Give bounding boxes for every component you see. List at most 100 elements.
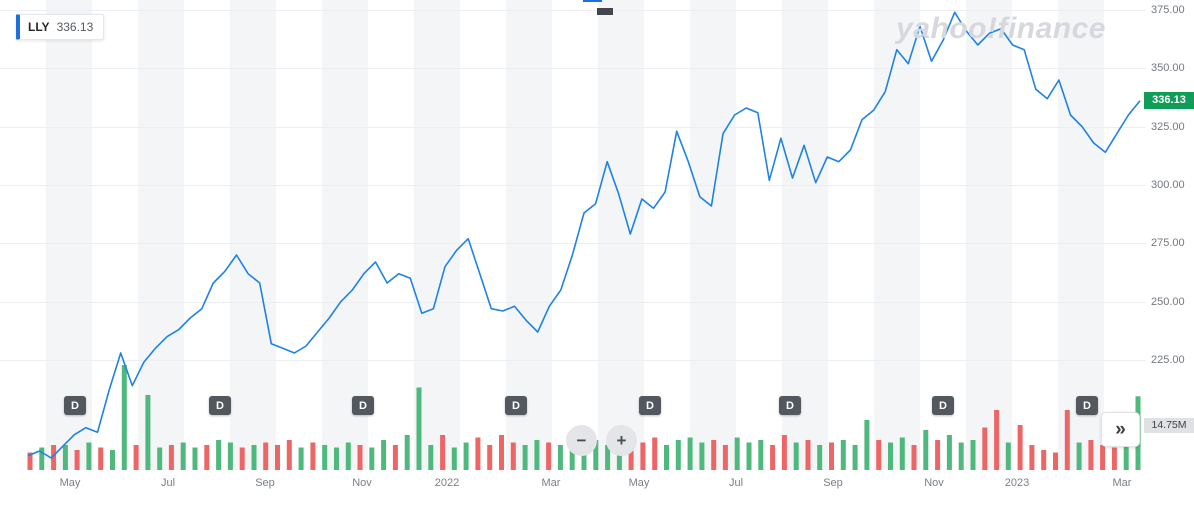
volume-bar[interactable] (381, 440, 387, 470)
volume-bar[interactable] (369, 447, 375, 471)
volume-bar[interactable] (451, 447, 457, 471)
expand-chart-button[interactable]: » (1101, 412, 1140, 447)
volume-bar[interactable] (1017, 425, 1023, 470)
volume-bar[interactable] (664, 445, 669, 470)
volume-bar[interactable] (157, 447, 163, 471)
chart-plot-area[interactable]: D D D D D D D D May Jul Sep Nov 2022 Mar May Jul Sep Nov… (0, 0, 1146, 489)
volume-bar[interactable] (1041, 450, 1047, 470)
dividend-marker[interactable]: D (779, 396, 801, 415)
volume-bar[interactable] (805, 440, 811, 470)
volume-bar[interactable] (1076, 442, 1082, 471)
volume-bar[interactable] (864, 420, 870, 470)
volume-bar[interactable] (699, 442, 705, 471)
volume-bar[interactable] (440, 435, 446, 470)
volume-bar[interactable] (569, 437, 575, 471)
volume-bar[interactable] (416, 387, 422, 471)
volume-bar[interactable] (1088, 440, 1094, 470)
volume-bar[interactable] (546, 442, 552, 471)
volume-bar[interactable] (392, 445, 398, 470)
volume-bar[interactable] (935, 440, 941, 470)
price-volume-chart[interactable] (0, 0, 1146, 470)
volume-bar[interactable] (817, 445, 823, 470)
volume-bar[interactable] (770, 445, 776, 470)
volume-bar[interactable] (852, 445, 858, 470)
volume-bar[interactable] (946, 435, 952, 470)
volume-bar[interactable] (1123, 442, 1129, 471)
volume-bar[interactable] (722, 445, 728, 470)
volume-bar[interactable] (923, 430, 929, 470)
volume-bar[interactable] (239, 447, 245, 471)
volume-bar[interactable] (534, 440, 540, 470)
volume-bar[interactable] (487, 445, 493, 470)
volume-bar[interactable] (310, 442, 316, 471)
volume-bar[interactable] (404, 435, 410, 470)
volume-bar[interactable] (62, 445, 68, 470)
volume-bar[interactable] (428, 445, 434, 470)
volume-bar[interactable] (581, 442, 587, 471)
volume-bar[interactable] (557, 445, 563, 470)
volume-bar[interactable] (180, 442, 186, 471)
volume-bar[interactable] (899, 437, 905, 471)
volume-bar[interactable] (1029, 445, 1035, 470)
volume-bar[interactable] (227, 442, 233, 471)
volume-bar[interactable] (357, 445, 363, 470)
volume-bar[interactable] (499, 435, 504, 470)
volume-bar[interactable] (322, 445, 328, 470)
volume-bar[interactable] (746, 442, 752, 471)
volume-bar[interactable] (263, 442, 269, 471)
volume-bar[interactable] (98, 447, 104, 471)
volume-bar[interactable] (911, 445, 917, 470)
volume-bar[interactable] (687, 437, 693, 471)
dividend-marker[interactable]: D (64, 396, 86, 415)
dividend-marker[interactable]: D (932, 396, 954, 415)
volume-bar[interactable] (251, 445, 257, 470)
volume-bar[interactable] (133, 445, 139, 470)
volume-bar[interactable] (994, 410, 1000, 470)
volume-bar[interactable] (593, 440, 599, 470)
volume-bar[interactable] (121, 365, 127, 470)
price-line[interactable] (27, 11, 1141, 459)
dividend-marker[interactable]: D (209, 396, 231, 415)
volume-bar[interactable] (781, 435, 787, 470)
dividend-marker[interactable]: D (639, 396, 661, 415)
volume-bar[interactable] (876, 440, 882, 470)
volume-bar[interactable] (510, 442, 516, 471)
dividend-marker[interactable]: D (1076, 396, 1098, 415)
volume-bar[interactable] (711, 440, 717, 470)
symbol-legend[interactable]: LLY 336.13 (16, 14, 105, 40)
volume-bar[interactable] (652, 437, 658, 471)
volume-bar[interactable] (74, 450, 80, 470)
volume-bar[interactable] (286, 440, 292, 470)
dividend-marker[interactable]: D (505, 396, 527, 415)
volume-bar[interactable] (27, 452, 33, 471)
volume-bar[interactable] (334, 447, 339, 471)
volume-bar[interactable] (522, 445, 528, 470)
volume-bar[interactable] (168, 445, 174, 470)
volume-bar[interactable] (110, 450, 115, 470)
volume-bar[interactable] (958, 442, 964, 471)
volume-bar[interactable] (275, 445, 280, 470)
volume-bar[interactable] (298, 447, 304, 471)
volume-bar[interactable] (204, 445, 210, 470)
volume-bar[interactable] (216, 440, 222, 470)
volume-bar[interactable] (1111, 447, 1117, 471)
volume-bar[interactable] (829, 442, 834, 471)
volume-bar[interactable] (982, 427, 988, 471)
volume-bar[interactable] (463, 442, 469, 471)
volume-bar[interactable] (1053, 452, 1058, 471)
volume-bar[interactable] (675, 440, 681, 470)
volume-bar[interactable] (840, 440, 846, 470)
zoom-in-button[interactable]: + (606, 425, 637, 456)
volume-bar[interactable] (1064, 410, 1070, 470)
volume-bar[interactable] (970, 440, 976, 470)
dividend-marker[interactable]: D (352, 396, 374, 415)
volume-bar[interactable] (640, 442, 646, 471)
volume-bar[interactable] (86, 442, 92, 471)
volume-bar[interactable] (51, 445, 57, 470)
volume-bar[interactable] (1005, 442, 1011, 471)
volume-bar[interactable] (192, 447, 198, 471)
volume-bar[interactable] (628, 440, 634, 470)
volume-bar[interactable] (39, 447, 45, 471)
volume-bar[interactable] (734, 437, 740, 471)
volume-bar[interactable] (888, 442, 893, 471)
